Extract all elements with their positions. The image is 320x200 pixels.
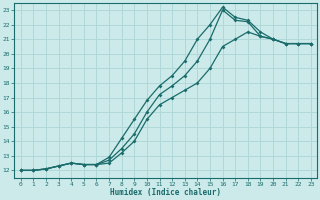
X-axis label: Humidex (Indice chaleur): Humidex (Indice chaleur) xyxy=(110,188,221,197)
